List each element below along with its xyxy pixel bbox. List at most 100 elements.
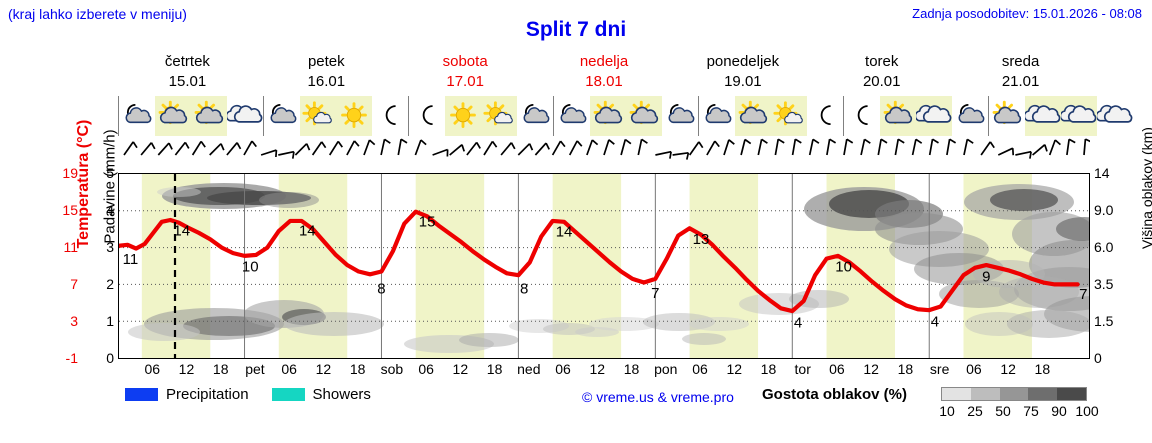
icon-cell [372,96,408,136]
wind-barb-shaft [1066,139,1070,156]
x-axis-tick-labels: 06 12 18 pet 06 12 18 sob 06 12 18 ned 06 12 18 pon 06 12… [118,361,1090,381]
cloud-blob [459,333,519,347]
moon-cloud-icon [270,103,297,124]
icon-cell [119,96,155,136]
sun-cloud-icon [883,100,913,125]
cloud-icon [916,104,952,123]
wind-barb-shaft [1048,139,1056,156]
wind-barb-feather [846,138,854,144]
sun-smallcloud-icon [302,101,332,126]
cloud-density-tick-0: 10 [939,403,955,419]
wind-barb-feather [915,138,923,144]
wind-barb-feather [728,139,735,145]
icon-cell [590,96,626,136]
wind-barb-feather [475,141,481,149]
cloud-blob [128,323,200,341]
wind-barb-feather [812,138,820,144]
wind-barb-feather [251,140,257,148]
sun-cloud-icon [738,100,768,125]
wind-barb-feather [989,141,995,149]
wind-barb-feather [337,140,343,148]
cloud-icon [227,104,263,123]
icon-day-0 [119,96,264,136]
wind-barb-feather [510,142,516,150]
wind-barb-strip [118,137,1093,173]
icon-cell [191,96,227,136]
cloud-density-legend-title: Gostota oblakov (%) [762,386,908,403]
sun-icon [341,102,367,128]
icon-day-2 [409,96,554,136]
icon-cell [699,96,735,136]
wind-barb-feather [576,140,583,147]
wind-barb-shaft [551,140,562,156]
temp-label-8: 7 [651,285,659,302]
cloud-tick-3: 3.5 [1094,276,1114,292]
cloud-density-step-1 [970,388,1000,400]
x-tick-4: 06 [281,361,297,377]
x-tick-10: 18 [486,361,503,377]
cloud-tick-1: 9.0 [1094,202,1114,218]
icon-cell [264,96,300,136]
prec-tick-4: 1 [106,313,114,329]
day-separators [244,174,930,358]
wind-barb-feather [714,140,720,148]
cloud-blob [689,317,749,331]
icon-cell [952,96,988,136]
wind-barb-shaft [1032,144,1046,156]
wind-barb-shaft [311,141,323,156]
moon-cloud-icon [523,103,550,124]
cloud-blob [259,192,319,208]
cloud-icon [1097,104,1133,123]
wind-barb-feather [829,138,837,144]
day-date: 17.01 [446,73,484,90]
day-date: 16.01 [307,73,346,90]
wind-barb-feather [420,139,427,146]
wind-barb-feather [491,140,498,148]
day-date: 15.01 [168,73,207,90]
prec-tick-2: 3 [106,239,114,255]
day-name: petek [307,53,345,70]
copyright-link[interactable]: © vreme.us & vreme.pro [582,389,734,405]
moon-icon [857,105,868,125]
cloud-density-tick-5: 100 [1075,403,1099,419]
wind-barb-shaft [637,139,643,156]
day-header-0: četrtek 15.01 [118,52,257,94]
x-tick-2: 18 [212,361,229,377]
bottom-legend: Precipitation Showers [125,386,385,403]
prec-tick-5: 0 [106,350,114,366]
wind-barb-feather [761,138,768,144]
x-tick-21: 12 [863,361,879,377]
wind-barb-feather [1068,138,1076,144]
wind-barb-shaft [774,139,780,156]
wind-barb-feather [669,151,672,159]
sun-cloud-icon [629,100,659,125]
wind-barb-feather [528,143,534,151]
wind-barb-shaft [209,143,222,156]
x-tick-14: 18 [623,361,640,377]
temp-tick-3: 7 [70,276,78,292]
wind-barb-shaft [946,139,951,156]
wind-barb-shaft [363,139,371,156]
wind-barb-feather [275,150,278,158]
wind-barb-shaft [655,150,672,156]
cloud-density-tick-1: 25 [967,403,983,419]
temp-tick-1: 15 [62,202,78,218]
wind-barb-feather [744,138,752,145]
wind-barb-feather [864,138,871,144]
day-name: četrtek [164,53,210,70]
day-header-1: petek 16.01 [257,52,396,94]
wind-barb-shaft [517,143,531,156]
wind-barb-feather [150,142,156,150]
day-header-4: ponedeljek 19.01 [673,52,812,94]
icon-day-4 [699,96,844,136]
wind-barb-shaft [603,139,610,156]
wind-barb-feather [305,143,311,151]
temperature-axis-ticks: 19 15 11 7 3 -1 [44,165,78,366]
wind-barb-shaft [808,139,814,156]
wind-barb-feather [384,138,391,144]
wind-barb-shaft [997,147,1014,156]
day-header-6: sreda 21.01 [951,52,1090,94]
x-tick-11: ned [517,361,541,377]
wind-barb-shaft [928,139,934,156]
temp-label-4: 8 [377,281,385,298]
